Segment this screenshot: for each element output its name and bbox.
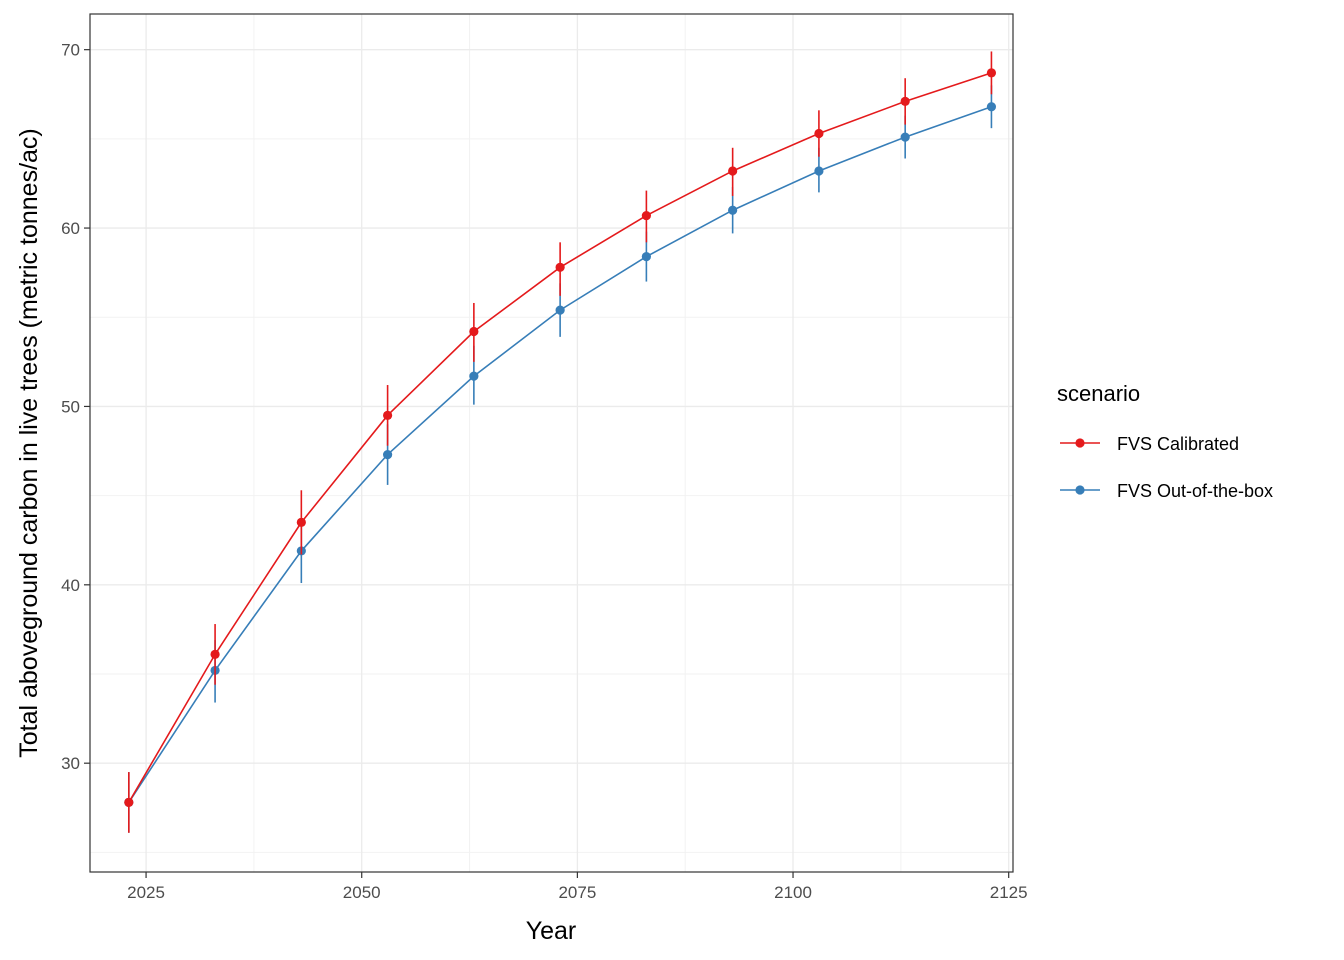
data-point [728,166,738,176]
series-fvs-calibrated [124,51,997,833]
legend-item: FVS Calibrated [1060,434,1239,454]
data-point [900,132,910,142]
plot-panel-border [89,13,1014,873]
data-point [469,371,479,381]
legend-item: FVS Out-of-the-box [1060,481,1273,501]
grid-minor [90,14,1013,872]
x-axis-title: Year [526,917,577,945]
x-tick-label: 2025 [127,883,165,902]
grid-major [90,14,1013,872]
x-tick-label: 2125 [990,883,1028,902]
data-point [210,649,220,659]
x-axis: 2025 2050 2075 2100 2125 [127,872,1028,902]
legend-label: FVS Calibrated [1117,434,1239,454]
y-tick-label: 40 [61,576,80,595]
data-point [986,102,997,112]
data-point [814,166,824,176]
y-tick-label: 50 [61,397,80,416]
data-point [641,210,651,221]
data-point [383,410,393,420]
series-layer [124,51,997,833]
data-point [814,128,824,139]
data-point [296,517,306,527]
legend: scenario FVS Calibrated FVS Out-of-the-bo… [1057,381,1273,501]
y-tick-label: 30 [61,754,80,773]
data-point [986,68,997,78]
legend-title: scenario [1057,381,1140,406]
data-point [124,797,134,808]
legend-key-point [1075,438,1085,448]
y-axis: 30 40 50 60 70 [61,41,90,773]
legend-label: FVS Out-of-the-box [1117,481,1273,501]
legend-key-point [1075,485,1085,495]
data-point [469,326,479,337]
data-point [555,305,565,315]
data-point [383,449,393,460]
data-point [728,205,738,215]
x-tick-label: 2100 [774,883,812,902]
plot-background [90,14,1013,872]
y-tick-label: 70 [61,41,80,60]
data-point [641,251,651,262]
data-point [555,262,565,272]
x-tick-label: 2075 [558,883,596,902]
y-axis-title: Total aboveground carbon in live trees (… [15,128,43,758]
y-tick-label: 60 [61,219,80,238]
data-point [900,96,910,107]
x-tick-label: 2050 [343,883,381,902]
